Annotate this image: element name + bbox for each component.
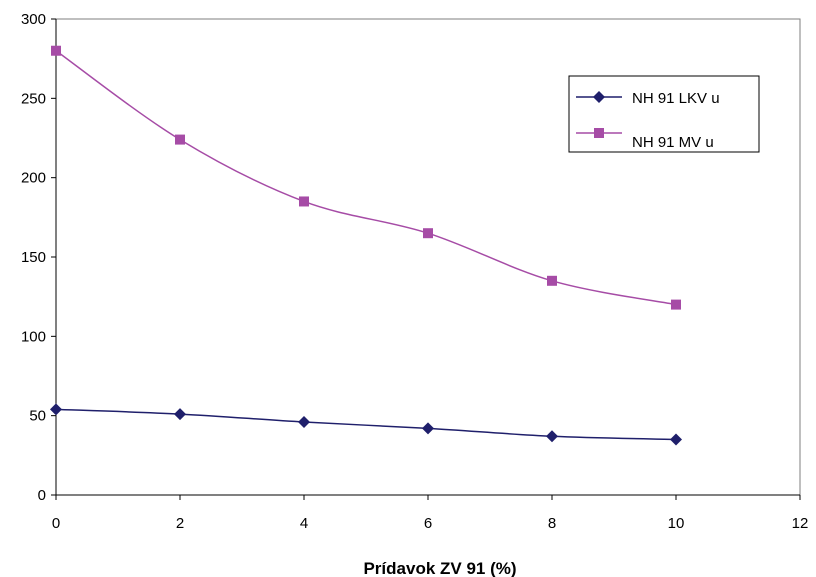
series-line-1 [55, 50, 677, 306]
legend-box [568, 75, 760, 153]
x-tick-label: 2 [176, 515, 184, 532]
legend-marker-square [594, 128, 604, 138]
legend-marker-diamond [593, 91, 605, 103]
data-point-square [547, 275, 557, 286]
data-point-diamond [546, 430, 558, 443]
data-point-diamond [422, 422, 434, 435]
legend: NH 91 LKV u NH 91 MV u [568, 75, 760, 153]
data-point-diamond [50, 403, 62, 416]
x-tick-label: 10 [668, 515, 685, 532]
x-tick-label: 8 [548, 515, 556, 532]
x-axis-title: Prídavok ZV 91 (%) [363, 559, 516, 577]
y-tick-label: 150 [21, 249, 46, 266]
y-tick-label: 100 [21, 328, 46, 345]
data-point-square [51, 45, 61, 56]
data-point-diamond [670, 433, 682, 446]
y-tick-label: 250 [21, 90, 46, 107]
y-tick-label: 0 [38, 487, 46, 504]
y-tick-label: 300 [21, 11, 46, 28]
data-point-square [175, 134, 185, 145]
x-tick-label: 4 [300, 515, 308, 532]
x-tick-label: 0 [52, 515, 60, 532]
data-point-square [423, 228, 433, 239]
x-tick-label: 12 [792, 515, 809, 532]
data-point-square [671, 299, 681, 310]
series-line-0 [55, 408, 677, 441]
data-point-square [299, 196, 309, 207]
data-point-diamond [174, 408, 186, 421]
series-layer [50, 45, 682, 446]
y-tick-label: 200 [21, 170, 46, 187]
legend-label-lkv: NH 91 LKV u [632, 90, 720, 107]
data-point-diamond [298, 416, 310, 429]
y-tick-label: 50 [29, 408, 46, 425]
tick-marks: 0 50 100 150 200 250 300 0 2 4 6 8 10 12 [21, 11, 808, 532]
x-tick-label: 6 [424, 515, 432, 532]
legend-label-mv: NH 91 MV u [632, 134, 714, 151]
